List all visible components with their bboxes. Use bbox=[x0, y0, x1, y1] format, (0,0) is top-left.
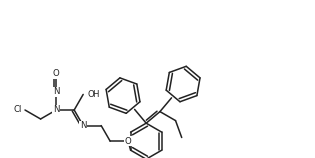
Text: H: H bbox=[92, 90, 99, 99]
Text: N: N bbox=[80, 121, 86, 130]
Text: Cl: Cl bbox=[14, 106, 22, 115]
Text: O: O bbox=[53, 70, 60, 79]
Text: O: O bbox=[125, 137, 132, 146]
Text: N: N bbox=[53, 88, 60, 97]
Text: O: O bbox=[87, 90, 94, 99]
Text: N: N bbox=[53, 106, 60, 115]
